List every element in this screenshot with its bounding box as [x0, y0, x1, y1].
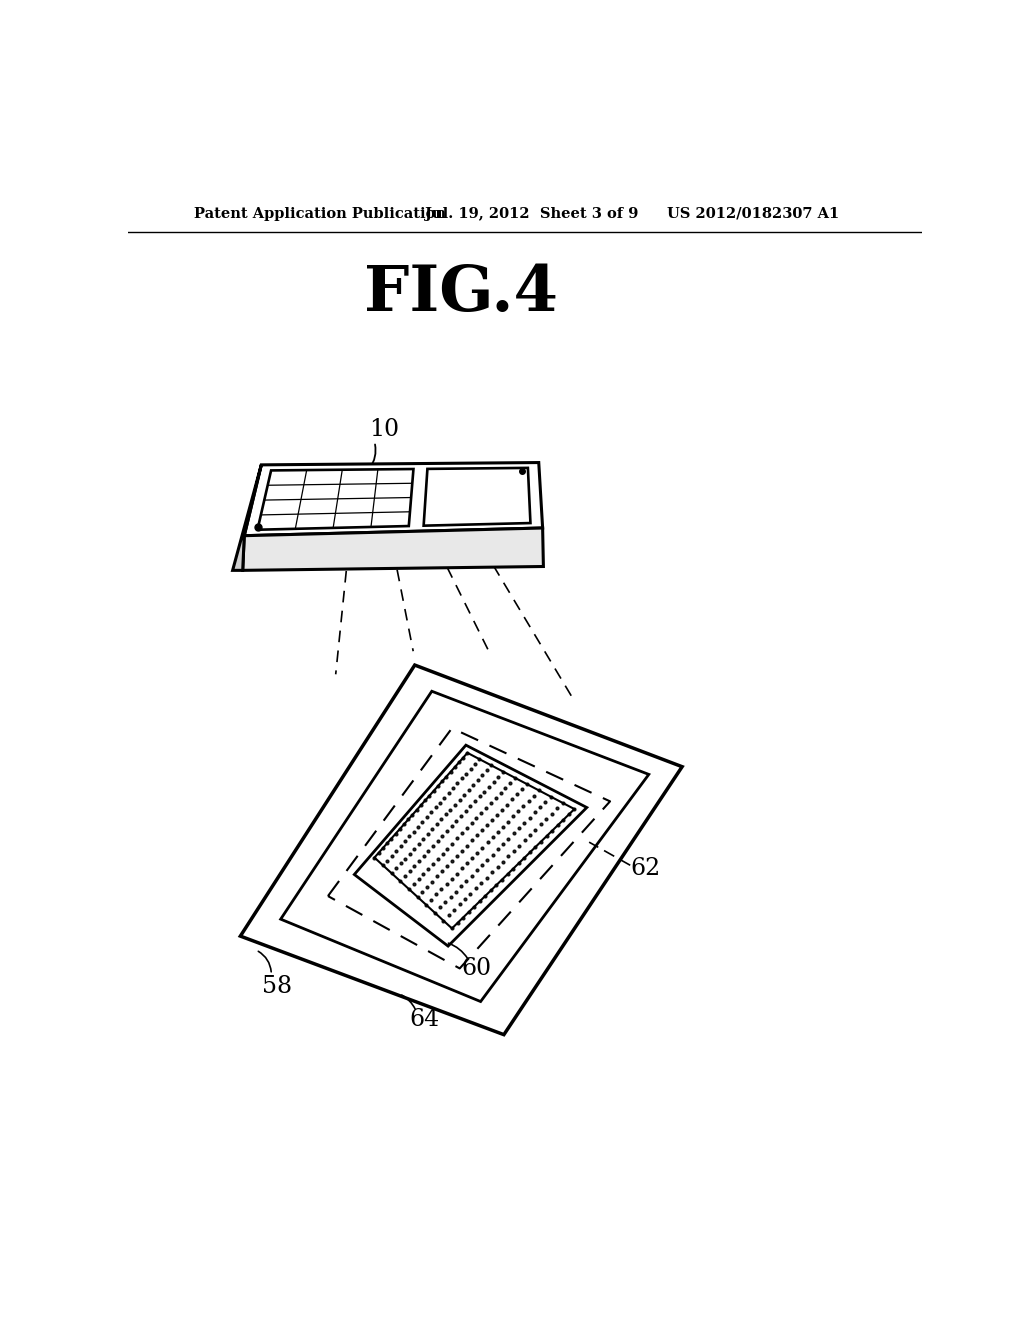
- Text: 60: 60: [462, 957, 492, 979]
- Text: 62: 62: [631, 857, 660, 880]
- Text: US 2012/0182307 A1: US 2012/0182307 A1: [667, 207, 839, 220]
- Polygon shape: [375, 752, 574, 928]
- Polygon shape: [424, 467, 530, 525]
- Polygon shape: [245, 462, 543, 536]
- Text: 10: 10: [369, 418, 398, 441]
- Text: 64: 64: [409, 1007, 439, 1031]
- Text: Patent Application Publication: Patent Application Publication: [194, 207, 445, 220]
- Polygon shape: [232, 465, 261, 570]
- Text: 58: 58: [262, 974, 292, 998]
- Text: FIG.4: FIG.4: [365, 263, 558, 323]
- Polygon shape: [243, 528, 544, 570]
- Text: Jul. 19, 2012  Sheet 3 of 9: Jul. 19, 2012 Sheet 3 of 9: [425, 207, 638, 220]
